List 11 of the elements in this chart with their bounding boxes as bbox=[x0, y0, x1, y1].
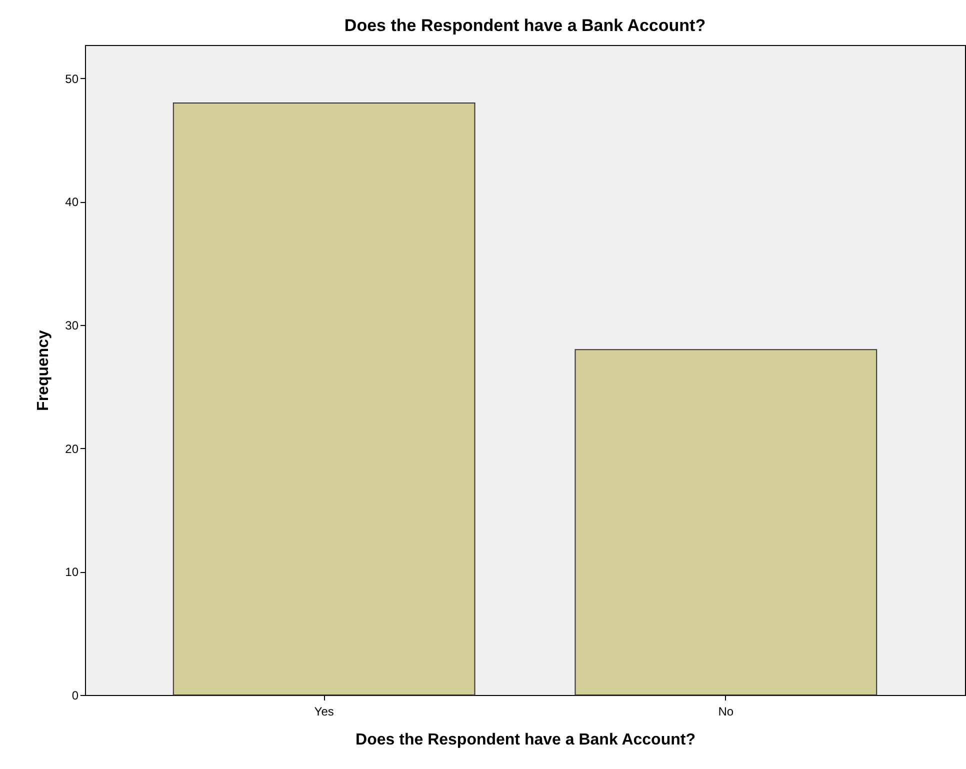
y-tick-label: 30 bbox=[65, 318, 79, 332]
y-tick-label: 0 bbox=[72, 688, 79, 702]
x-tick-label: No bbox=[718, 704, 734, 718]
chart-title: Does the Respondent have a Bank Account? bbox=[344, 16, 706, 35]
x-tick-label: Yes bbox=[314, 704, 334, 718]
y-tick-label: 50 bbox=[65, 72, 79, 86]
y-tick-label: 10 bbox=[65, 565, 79, 580]
x-axis-title: Does the Respondent have a Bank Account? bbox=[356, 732, 696, 748]
y-tick-label: 40 bbox=[65, 195, 79, 210]
y-tick-label: 20 bbox=[65, 442, 79, 456]
y-axis-title: Frequency bbox=[35, 330, 52, 411]
